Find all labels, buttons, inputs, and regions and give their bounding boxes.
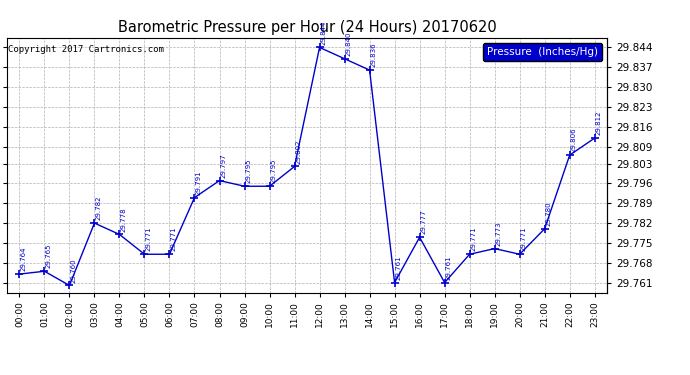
Text: 29.806: 29.806 [571,128,577,152]
Text: 29.771: 29.771 [521,227,527,252]
Text: 29.765: 29.765 [46,244,52,268]
Text: 29.836: 29.836 [371,43,377,67]
Text: 29.812: 29.812 [596,111,602,135]
Text: 29.778: 29.778 [121,207,127,232]
Text: Copyright 2017 Cartronics.com: Copyright 2017 Cartronics.com [8,45,164,54]
Text: 29.795: 29.795 [246,159,252,183]
Text: 29.777: 29.777 [421,210,427,234]
Text: 29.771: 29.771 [471,227,477,252]
Text: 29.802: 29.802 [296,139,302,164]
Text: 29.771: 29.771 [170,227,177,252]
Text: 29.797: 29.797 [221,153,227,178]
Text: 29.773: 29.773 [496,221,502,246]
Text: 29.761: 29.761 [446,255,452,280]
Text: 29.844: 29.844 [321,20,327,45]
Text: 29.761: 29.761 [396,255,402,280]
Text: 29.780: 29.780 [546,201,552,226]
Text: 29.840: 29.840 [346,32,352,56]
Text: 29.760: 29.760 [70,258,77,283]
Text: 29.795: 29.795 [270,159,277,183]
Text: 29.771: 29.771 [146,227,152,252]
Legend: Pressure  (Inches/Hg): Pressure (Inches/Hg) [483,43,602,61]
Title: Barometric Pressure per Hour (24 Hours) 20170620: Barometric Pressure per Hour (24 Hours) … [118,20,496,35]
Text: 29.791: 29.791 [196,170,201,195]
Text: 29.764: 29.764 [21,247,27,271]
Text: 29.782: 29.782 [96,196,101,220]
